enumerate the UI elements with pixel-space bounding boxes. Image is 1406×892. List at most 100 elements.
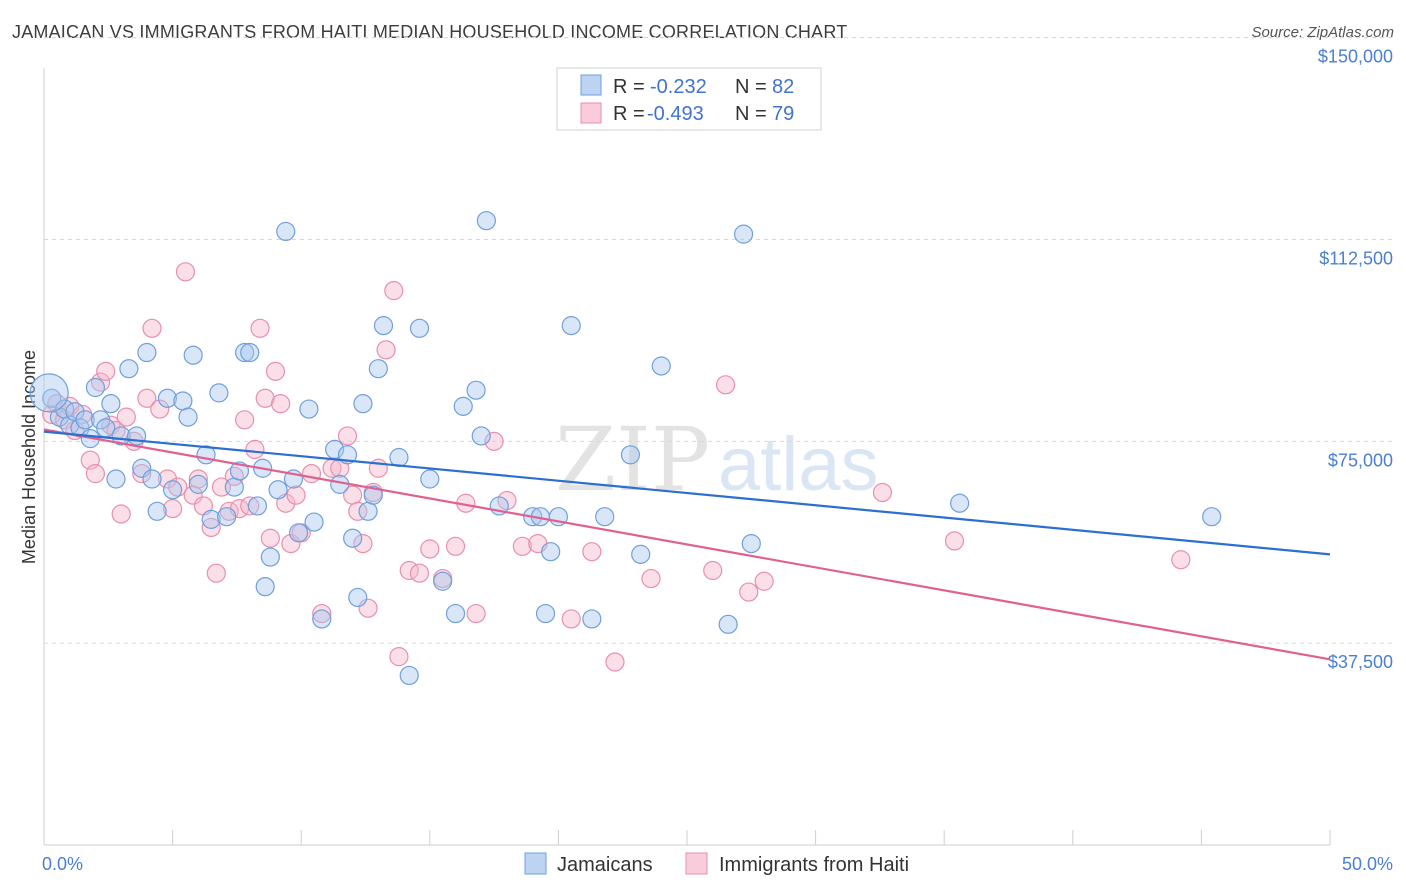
jamaicans-point — [312, 609, 332, 629]
chart-title: JAMAICAN VS IMMIGRANTS FROM HAITI MEDIAN… — [12, 22, 848, 42]
haiti-point — [157, 469, 178, 489]
haiti-point — [286, 485, 306, 505]
jamaicans-point — [173, 391, 193, 411]
haiti-point — [376, 340, 396, 360]
jamaicans-point — [304, 512, 324, 532]
x-tick-label-min: 0.0% — [42, 854, 83, 874]
jamaicans-point — [445, 603, 466, 624]
jamaicans-point — [1202, 507, 1222, 527]
haiti-point — [85, 464, 106, 484]
y-tick-label: $112,500 — [1319, 249, 1393, 269]
haiti-point — [384, 281, 404, 301]
haiti-point — [944, 531, 965, 551]
jamaicans-point — [651, 356, 671, 376]
y-tick-label: $75,000 — [1328, 450, 1393, 470]
jamaicans-point — [620, 445, 641, 465]
legend-n-value: 82 — [772, 76, 794, 98]
jamaicans-point — [276, 221, 296, 242]
bottom-legend-label-jamaicans: Jamaicans — [557, 854, 653, 876]
jamaicans-point — [476, 211, 496, 231]
haiti-point — [337, 426, 358, 446]
watermark-atlas: atlas — [718, 422, 879, 507]
jamaicans-point — [595, 507, 615, 527]
jamaicans-point — [255, 577, 275, 597]
jamaicans-point — [541, 542, 561, 562]
jamaicans-point — [453, 396, 473, 416]
haiti-point — [188, 469, 208, 489]
jamaicans-point — [217, 507, 237, 527]
jamaicans-point — [420, 469, 440, 489]
jamaicans-point — [733, 224, 754, 244]
jamaicans-point — [561, 316, 581, 336]
jamaicans-point — [353, 394, 373, 414]
haiti-point — [260, 528, 280, 548]
jamaicans-point — [235, 342, 255, 363]
jamaicans-point — [137, 342, 157, 363]
legend-n-label: N = — [735, 76, 767, 98]
haiti-point — [150, 399, 170, 419]
jamaicans-point — [126, 426, 147, 446]
haiti-point — [754, 571, 774, 591]
bottom-legend-label-haiti: Immigrants from Haiti — [719, 854, 909, 876]
jamaicans-point — [75, 410, 95, 430]
jamaicans-point — [373, 316, 394, 336]
jamaicans-point — [201, 509, 221, 529]
haiti-point — [605, 652, 625, 672]
legend-n-value: 79 — [772, 103, 794, 125]
haiti-point — [703, 560, 723, 581]
haiti-point — [235, 410, 255, 430]
jamaicans-point — [718, 614, 738, 634]
haiti-point — [255, 388, 275, 408]
jamaicans-point — [343, 528, 363, 548]
jamaicans-point — [389, 447, 409, 468]
jamaicans-point — [224, 477, 244, 497]
jamaicans-point — [582, 609, 602, 629]
haiti-point — [132, 464, 152, 484]
jamaicans-point — [358, 501, 378, 521]
jamaicans-point — [348, 587, 368, 608]
legend-swatch-jamaicans — [580, 74, 602, 96]
haiti-point — [466, 603, 486, 624]
jamaicans-point — [147, 501, 167, 521]
haiti-point — [271, 394, 291, 414]
trend-lines — [43, 428, 1331, 661]
jamaicans-point — [106, 469, 126, 489]
jamaicans-point — [950, 493, 970, 513]
jamaicans-point — [157, 388, 178, 408]
series-haiti-points — [42, 262, 1191, 672]
jamaicans-point — [119, 359, 139, 379]
haiti-point — [224, 466, 244, 486]
haiti-point — [245, 439, 265, 460]
haiti-point — [201, 517, 221, 538]
haiti-point — [641, 568, 661, 589]
jamaicans-point — [240, 342, 260, 363]
jamaicans-point — [101, 394, 121, 414]
haiti-point — [1171, 550, 1191, 570]
haiti-point — [116, 407, 136, 427]
haiti-point — [137, 388, 157, 408]
jamaicans-point — [471, 426, 491, 446]
jamaicans-point — [85, 377, 106, 398]
haiti-point — [348, 501, 368, 521]
jamaicans-point — [409, 318, 430, 338]
jamaicans-point — [42, 388, 62, 408]
haiti-point — [90, 372, 111, 392]
haiti-point — [96, 361, 116, 381]
legend-swatch-haiti — [580, 102, 602, 124]
haiti-point — [240, 496, 260, 516]
haiti-point — [163, 499, 183, 519]
jamaicans-point — [399, 665, 419, 686]
jamaicans-trend-line — [43, 430, 1331, 556]
series-jamaicans-points — [29, 211, 1222, 686]
haiti-point — [206, 563, 226, 583]
y-tick-label: $37,500 — [1328, 652, 1393, 672]
haiti-point — [389, 647, 409, 667]
haiti-point — [582, 542, 602, 562]
haiti-point — [312, 603, 332, 624]
jamaicans-point — [229, 461, 250, 481]
bottom-legend-swatch-haiti — [685, 852, 708, 875]
gridlines — [44, 37, 1395, 644]
jamaicans-point — [183, 345, 203, 365]
haiti-trend-line — [43, 428, 1331, 661]
